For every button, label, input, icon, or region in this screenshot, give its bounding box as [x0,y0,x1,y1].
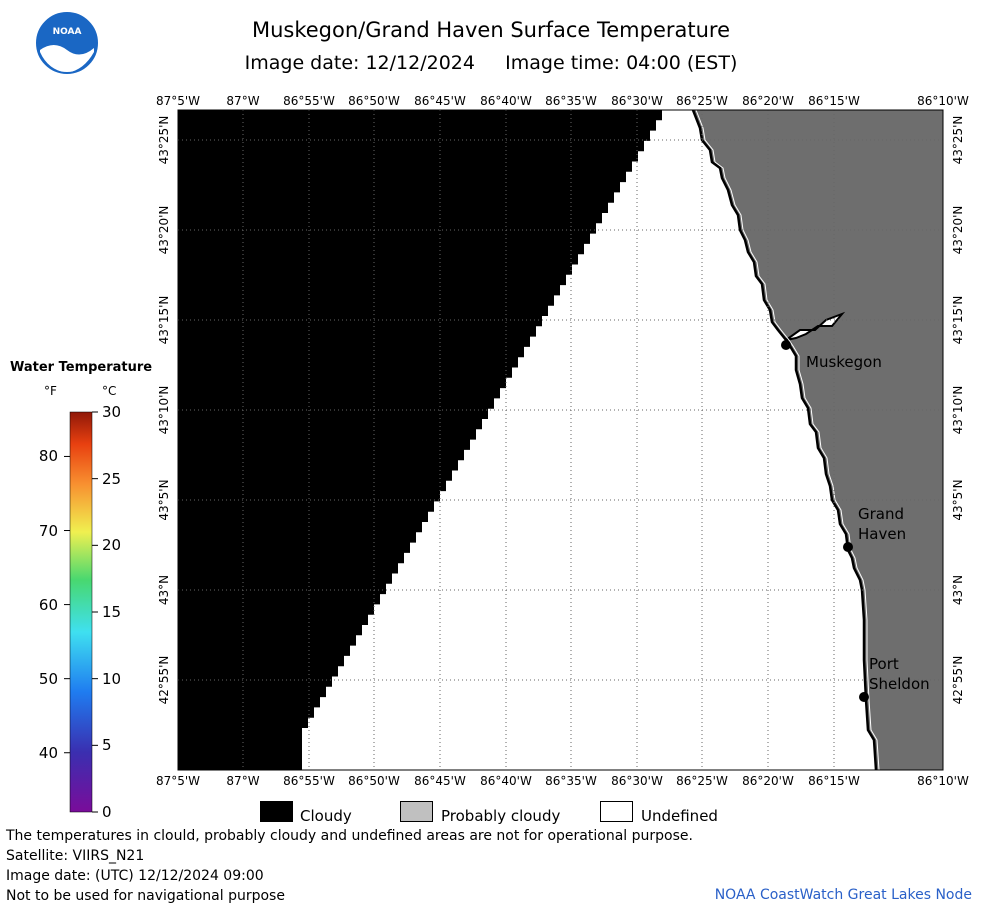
lat-label-right: 42°55'N [951,655,965,705]
colorbar-c-tick: 25 [102,469,122,488]
map-subtitle: Image date: 12/12/2024 Image time: 04:00… [0,52,982,74]
lat-label-left: 43°5'N [157,479,171,521]
legend-label-undefined: Undefined [641,807,718,825]
city-label-line: Muskegon [806,353,882,371]
image-time: Image time: 04:00 (EST) [505,52,738,74]
lon-label-bottom: 86°25'W [676,774,728,788]
lon-label-top: 86°20'W [742,94,794,108]
lon-label-bottom: 86°55'W [283,774,335,788]
city-label: Muskegon [806,352,882,372]
lon-label-top: 86°50'W [348,94,400,108]
legend-swatch-probably-cloudy [400,801,433,822]
colorbar-c-tick: 30 [102,403,122,421]
nav-warning-text: Not to be used for navigational purpose [6,888,285,904]
lat-label-right: 43°15'N [951,295,965,345]
colorbar-c-tick: 5 [102,736,112,755]
lon-label-bottom: 86°10'W [917,774,969,788]
city-label: Grand Haven [858,504,906,544]
colorbar-f-tick: 50 [38,669,58,688]
lon-label-bottom: 86°50'W [348,774,400,788]
map-title: Muskegon/Grand Haven Surface Temperature [251,18,731,42]
lat-label-left: 43°25'N [157,115,171,165]
lon-label-bottom: 86°40'W [480,774,532,788]
credit-text: NOAA CoastWatch Great Lakes Node [714,887,972,903]
legend-swatch-cloudy [260,801,293,822]
lon-label-top: 86°55'W [283,94,335,108]
lat-label-right: 43°10'N [951,385,965,435]
lat-label-right: 43°25'N [951,115,965,165]
colorbar-f-tick: 70 [38,521,58,540]
satellite-text: Satellite: VIIRS_N21 [6,848,145,864]
lon-label-top: 86°10'W [917,94,969,108]
colorbar-f-tick: 60 [38,595,58,614]
city-marker [781,340,791,350]
legend-label-probably-cloudy: Probably cloudy [441,807,561,825]
lon-label-bottom: 86°45'W [414,774,466,788]
lat-label-left: 43°N [157,574,171,606]
lat-label-right: 43°5'N [951,479,965,521]
lat-label-left: 42°55'N [157,655,171,705]
colorbar-c-tick: 20 [102,536,122,555]
city-label-line: Port [869,655,899,673]
colorbar-c-tick: 15 [102,603,122,621]
colorbar-c-tick: 10 [102,669,122,688]
disclaimer-text: The temperatures in clould, probably clo… [6,828,693,844]
image-date: Image date: 12/12/2024 [244,52,475,74]
lon-label-bottom: 86°15'W [808,774,860,788]
lon-label-bottom: 86°35'W [545,774,597,788]
cloudy-area [178,110,662,770]
city-marker [859,692,869,702]
legend-label-cloudy: Cloudy [300,807,352,825]
lat-label-left: 43°20'N [157,205,171,255]
coastline [691,109,878,771]
lat-label-left: 43°15'N [157,295,171,345]
logo-text: NOAA [53,27,82,37]
lon-label-top: 86°15'W [808,94,860,108]
lon-label-top: 87°5'W [155,94,201,108]
colorbar-c-tick: 0 [102,803,112,821]
colorbar [64,411,98,813]
city-label: Port Sheldon [869,654,930,694]
muskegon-lake [785,311,846,341]
city-marker [843,542,853,552]
coastline-highlight [695,109,880,771]
colorbar-unit-f: °F [44,384,57,398]
lon-label-top: 86°25'W [676,94,728,108]
map-frame [177,109,944,771]
lon-label-bottom: 86°20'W [742,774,794,788]
noaa-logo: NOAA [36,12,98,74]
city-label-line: Sheldon [869,675,930,693]
lon-label-top: 87°W [226,94,260,108]
colorbar-f-tick: 80 [38,447,58,466]
lon-label-bottom: 87°5'W [155,774,201,788]
lon-label-top: 86°30'W [611,94,663,108]
city-label-line: Grand [858,505,905,523]
lat-label-left: 43°10'N [157,385,171,435]
colorbar-title: Water Temperature [10,360,153,375]
legend-swatch-undefined [600,801,633,822]
lat-label-right: 43°20'N [951,205,965,255]
lon-label-top: 86°40'W [480,94,532,108]
colorbar-f-tick: 40 [38,743,58,762]
lon-label-top: 86°35'W [545,94,597,108]
utc-date-text: Image date: (UTC) 12/12/2024 09:00 [6,868,264,884]
lon-label-bottom: 86°30'W [611,774,663,788]
lat-label-right: 43°N [951,574,965,606]
city-label-line: Haven [858,525,907,543]
colorbar-unit-c: °C [102,384,117,398]
lon-label-top: 86°45'W [414,94,466,108]
lon-label-bottom: 87°W [226,774,260,788]
